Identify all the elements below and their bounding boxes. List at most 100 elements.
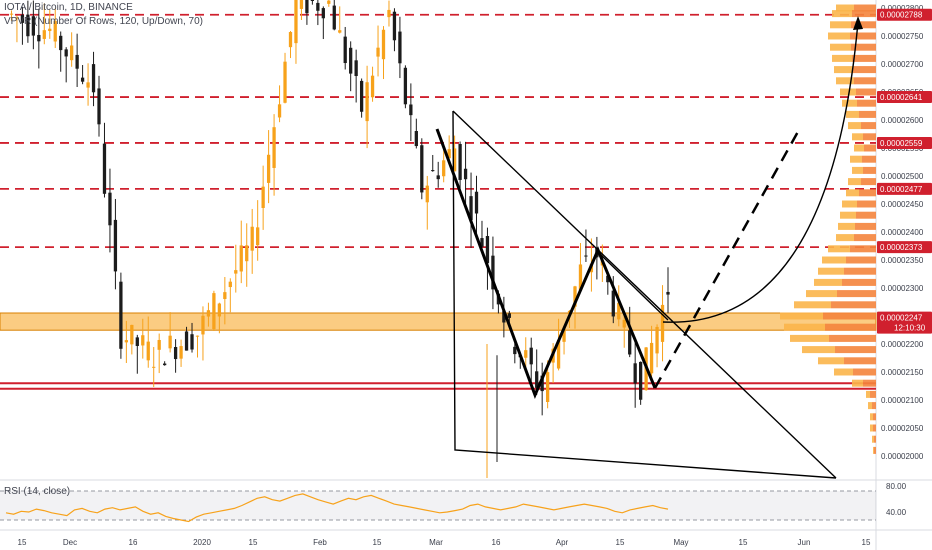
candle-body — [622, 319, 626, 328]
candle-body — [502, 310, 506, 323]
time-tick-label: 15 — [249, 538, 258, 547]
vpvr-bar-up — [830, 21, 851, 29]
vpvr-bar-down — [853, 368, 876, 376]
candle-body — [606, 275, 610, 283]
candle-body — [294, 0, 298, 44]
candle-body — [327, 0, 331, 4]
candle-body — [190, 334, 194, 350]
price-tick-label: 0.00002500 — [881, 172, 924, 181]
candlestick-series — [9, 0, 670, 478]
vpvr-bar-down — [852, 54, 876, 62]
time-tick-label: Jun — [798, 538, 811, 547]
symbol-title: IOTA / Bitcoin, 1D, BINANCE — [4, 2, 133, 13]
candle-body — [578, 264, 583, 291]
candle-body — [365, 82, 369, 122]
vpvr-bar-up — [842, 200, 857, 208]
candle-body — [20, 14, 25, 23]
price-level-tag — [877, 136, 932, 149]
drawing-layer — [435, 16, 863, 479]
price-tick-label: 0.00002300 — [881, 284, 924, 293]
time-tick-label: 15 — [18, 538, 27, 547]
vpvr-bar-down — [861, 122, 876, 130]
time-tick-label: May — [673, 538, 688, 547]
candle-body — [474, 191, 479, 214]
price-tick-label: 0.00002600 — [881, 116, 924, 125]
descending-trendline — [452, 110, 837, 479]
candle-body — [288, 32, 293, 48]
candle-body — [234, 270, 238, 274]
vpvr-bar-down — [870, 390, 876, 398]
candle-body — [59, 35, 63, 51]
candle-body — [277, 104, 282, 118]
candle-body — [70, 45, 74, 61]
vpvr-bar-up — [850, 155, 862, 163]
candle-body — [633, 363, 637, 384]
candle-body — [163, 363, 167, 366]
time-tick-label: Feb — [313, 538, 327, 547]
time-tick-label: 15 — [616, 538, 625, 547]
vpvr-bar-down — [873, 413, 876, 421]
candle-body — [206, 310, 211, 317]
candle-body — [245, 245, 249, 262]
vpvr-bar-down — [863, 133, 876, 141]
candle-body — [266, 154, 271, 183]
candle-body — [130, 324, 134, 345]
candle-body — [535, 371, 539, 388]
projection-curve — [662, 21, 859, 323]
candle-body — [152, 366, 156, 368]
candle-body — [299, 0, 304, 9]
price-tick-label: 0.00002400 — [881, 228, 924, 237]
vpvr-bar-down — [844, 357, 876, 365]
candle-body — [64, 49, 68, 57]
candle-body — [463, 168, 468, 180]
time-tick-label: 15 — [862, 538, 871, 547]
vpvr-bar-down — [864, 144, 876, 152]
time-tick-label: 16 — [129, 538, 138, 547]
projection-dashed-path — [653, 127, 802, 389]
price-tick-label: 0.00002100 — [881, 396, 924, 405]
upper-trendline — [599, 253, 669, 321]
vpvr-bar-down — [856, 88, 876, 96]
vpvr-bar-down — [857, 200, 876, 208]
vpvr-bar-down — [842, 278, 876, 286]
candle-body — [420, 145, 424, 193]
time-axis: 15 Dec 16 2020 15 Feb 15 Mar 16 Apr 15 May 15 Jun 15 — [18, 538, 871, 547]
time-tick-label: 2020 — [193, 538, 211, 547]
vpvr-bar-down — [873, 424, 876, 432]
time-tick-label: Dec — [63, 538, 77, 547]
candle-body — [228, 281, 232, 288]
candle-body — [628, 330, 632, 355]
candle-body — [524, 350, 528, 358]
price-tick-label: 0.00002800 — [881, 4, 924, 13]
candle-body — [250, 226, 254, 251]
candle-body — [283, 61, 287, 103]
vpvr-bar-down — [872, 402, 876, 410]
candle-body — [261, 186, 265, 208]
vpvr-bar-up — [842, 99, 857, 107]
price-level-tag — [877, 182, 932, 195]
price-axis: 0.000028000.000027500.000027000.00002650… — [877, 4, 932, 461]
vpvr-bar-down — [825, 323, 876, 331]
candle-body — [316, 2, 320, 11]
candle-body — [425, 185, 429, 203]
vpvr-bar-up — [790, 334, 829, 342]
price-tick-label: 0.00002700 — [881, 60, 924, 69]
candle-body — [617, 302, 621, 320]
candle-body — [562, 328, 566, 342]
candle-body — [26, 14, 30, 37]
candle-body — [119, 281, 123, 349]
candle-body — [184, 331, 189, 351]
vpvr-bar-up — [834, 368, 853, 376]
candle-body — [639, 361, 643, 400]
descending-trendline — [452, 110, 837, 479]
candle-body — [113, 219, 118, 272]
candle-body — [173, 347, 178, 360]
vpvr-bar-up — [784, 323, 825, 331]
current-price-label: 0.00002247 — [880, 314, 923, 323]
candle-body — [80, 77, 85, 82]
time-tick-label: 15 — [739, 538, 748, 547]
vpvr-bar-down — [853, 66, 876, 74]
vpvr-bar-up — [873, 446, 874, 454]
